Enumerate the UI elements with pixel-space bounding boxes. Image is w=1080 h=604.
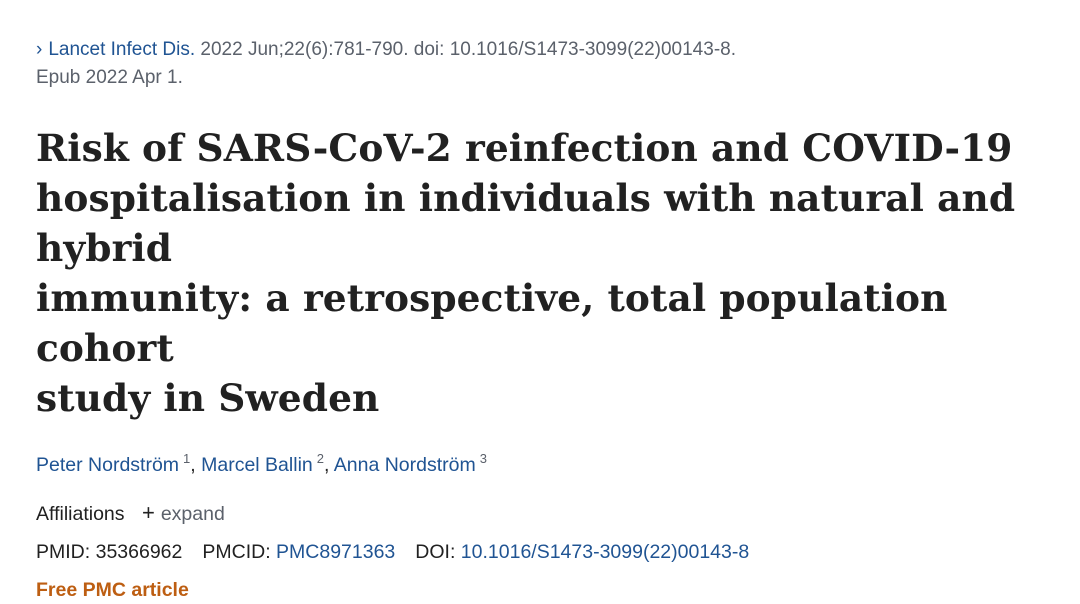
expand-button[interactable]: + expand: [142, 500, 225, 525]
plus-icon: +: [141, 500, 155, 525]
affiliation-ref[interactable]: 3: [479, 451, 487, 466]
author-link[interactable]: Peter Nordström: [36, 454, 180, 476]
citation-epub: Epub 2022 Apr 1.: [36, 67, 183, 88]
journal-link[interactable]: Lancet Infect Dis.: [48, 39, 196, 60]
title-line: immunity: a retrospective, total populat…: [36, 276, 948, 370]
author-link[interactable]: Anna Nordström: [333, 454, 476, 476]
title-line: study in Sweden: [36, 376, 380, 420]
affiliations-toggle[interactable]: Affiliations + expand: [36, 499, 1066, 528]
author-list: Peter Nordström 1, Marcel Ballin 2, Anna N…: [36, 451, 487, 476]
affiliation-ref[interactable]: 2: [316, 451, 324, 466]
title-line: hospitalisation in individuals with natu…: [36, 176, 1016, 270]
pmid-label: PMID:: [36, 541, 91, 563]
doi-link[interactable]: 10.1016/S1473-3099(22)00143-8: [460, 541, 750, 563]
expand-label: expand: [160, 503, 225, 525]
affiliation-ref[interactable]: 1: [183, 451, 191, 466]
pmcid-label: PMCID:: [202, 541, 271, 563]
pmcid-link[interactable]: PMC8971363: [276, 541, 396, 563]
pmid-value: 35366962: [95, 541, 183, 563]
citation: › Lancet Infect Dis. 2022 Jun;22(6):781-7…: [36, 36, 1066, 92]
identifiers: PMID: 35366962 PMCID: PMC8971363 DOI: 10.1…: [36, 538, 1066, 566]
citation-details: 2022 Jun;22(6):781-790. doi: 10.1016/S14…: [200, 39, 736, 60]
doi-label: DOI:: [415, 541, 456, 563]
author-link[interactable]: Marcel Ballin: [201, 454, 313, 476]
article-title: Risk of SARS-CoV-2 reinfection and COVID…: [36, 123, 1066, 423]
affiliations-label: Affiliations: [36, 503, 125, 525]
free-pmc-badge: Free PMC article: [36, 579, 189, 601]
title-line: Risk of SARS-CoV-2 reinfection and COVID…: [36, 126, 1013, 170]
chevron-right-icon[interactable]: ›: [36, 39, 43, 60]
